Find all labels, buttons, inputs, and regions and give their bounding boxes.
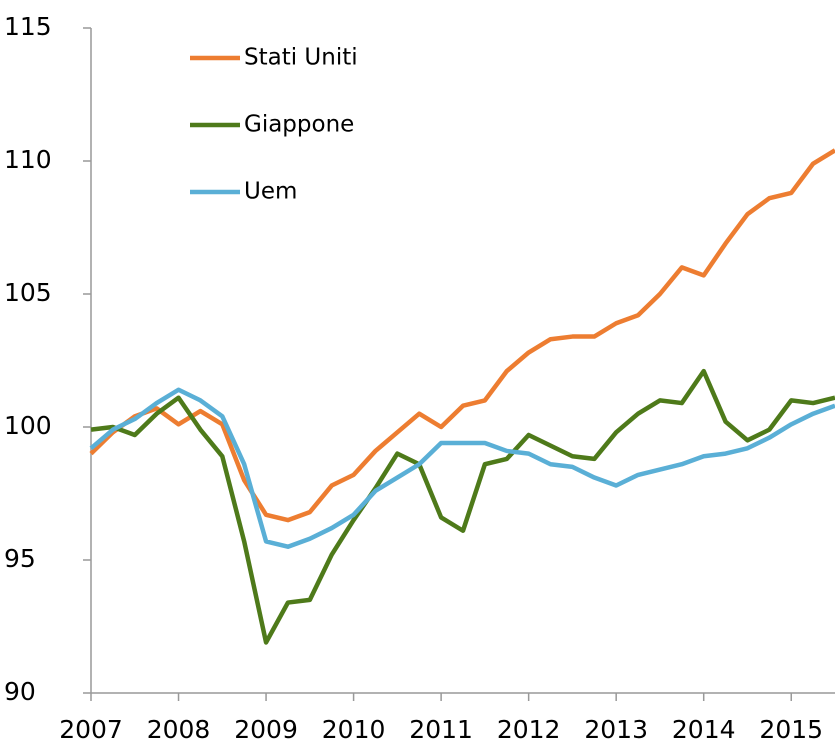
x-tick-label: 2007 [59,715,123,744]
series-line [89,148,835,523]
y-tick-label: 100 [4,411,52,440]
y-tick-label: 105 [4,278,52,307]
legend-label: Uem [244,179,297,205]
y-tick-label: 110 [4,145,52,174]
x-tick-label: 2009 [234,715,298,744]
y-tick-label: 90 [4,677,36,706]
x-tick-label: 2008 [147,715,211,744]
y-tick-label: 115 [4,12,52,41]
x-tick-label: 2015 [759,715,823,744]
y-tick-label: 95 [4,544,36,573]
legend-label: Stati Uniti [244,45,358,71]
x-tick-label: 2014 [672,715,736,744]
x-tick-label: 2011 [409,715,473,744]
x-tick-label: 2012 [497,715,561,744]
series-line [89,387,835,549]
x-tick-label: 2013 [584,715,648,744]
series-line [90,368,835,645]
x-tick-label: 2010 [322,715,386,744]
legend-label: Giappone [244,112,354,138]
